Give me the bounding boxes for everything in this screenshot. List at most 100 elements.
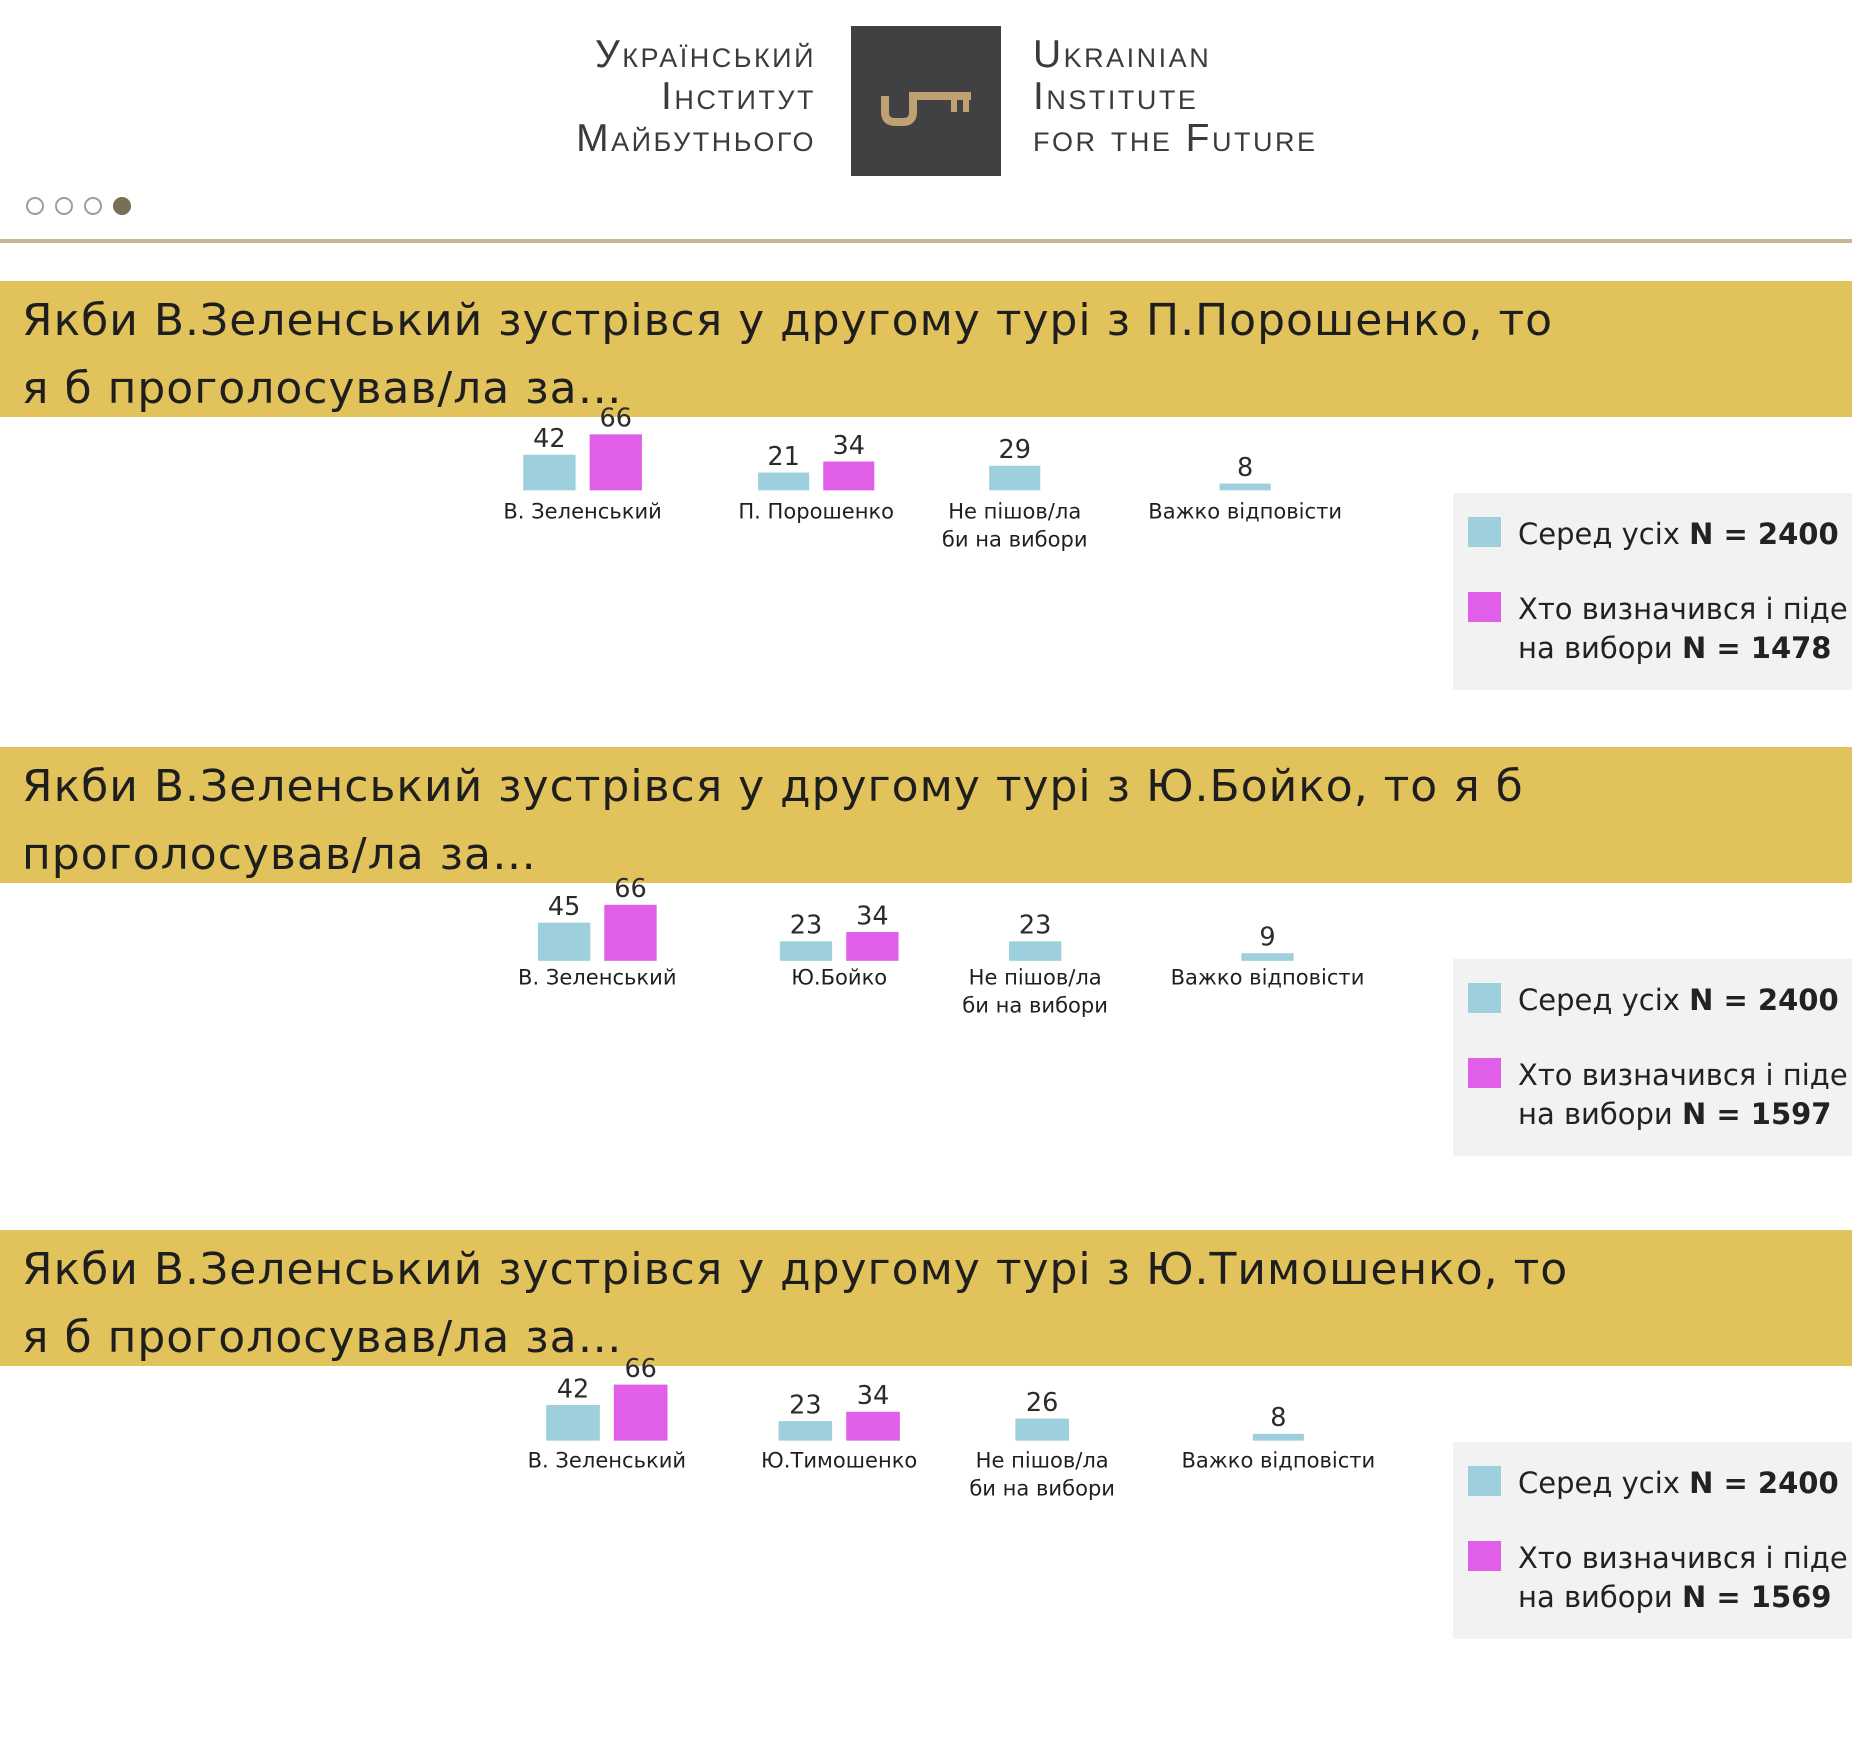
legend-item-decided: Хто визначився і піде на вибори N = 1597: [1468, 1056, 1848, 1134]
logo-uk-line-1: Український: [595, 33, 816, 76]
bar-decided: [823, 461, 875, 491]
data-label: 34: [833, 431, 865, 461]
bar-chart: 42 66 В. Зеленський 21 34 П. Порошенко 29 Не пі…: [503, 404, 1342, 552]
legend: Серед усіх N = 2400 Хто визначився і піде…: [1453, 1442, 1852, 1639]
data-label: 66: [614, 874, 646, 904]
legend-item-decided: Хто визначився і піде на вибори N = 1478: [1468, 590, 1848, 668]
chart-title: Якби В.Зеленський зустрівся у другому ту…: [22, 753, 1702, 889]
data-label: 8: [1237, 453, 1253, 483]
category-label: В. Зеленський: [528, 1447, 686, 1472]
bar-decided: [604, 904, 657, 961]
legend-label-all: Серед усіх N = 2400: [1518, 1466, 1839, 1500]
legend-swatch-all: [1468, 517, 1501, 547]
bar-chart: 45 66 В. Зеленський 23 34 Ю.Бойко 23 Не пішов/л…: [518, 874, 1365, 1018]
data-label: 8: [1270, 1403, 1286, 1433]
category-label: Не пішов/ла: [976, 1447, 1109, 1472]
legend: Серед усіх N = 2400 Хто визначився і піде…: [1453, 959, 1852, 1156]
data-label: 34: [856, 901, 888, 931]
chart-title-line: Якби В.Зеленський зустрівся у другому ту…: [22, 761, 1524, 812]
data-label: 9: [1259, 923, 1275, 953]
data-label: 23: [1019, 911, 1051, 941]
legend-item-all: Серед усіх N = 2400: [1468, 1464, 1839, 1503]
legend-item-all: Серед усіх N = 2400: [1468, 515, 1839, 554]
header-divider: [0, 239, 1852, 243]
data-label: 23: [789, 1390, 821, 1420]
pager-dot-4[interactable]: [113, 197, 131, 215]
bar-chart: 42 66 В. Зеленський 23 34 Ю.Тимошенко 26 Не піш…: [528, 1354, 1376, 1501]
question-banner: Якби В.Зеленський зустрівся у другому ту…: [0, 1230, 1852, 1366]
category-label: Не пішов/ла: [948, 498, 1081, 523]
chart-block-2: Якби В.Зеленський зустрівся у другому ту…: [0, 747, 1852, 1217]
chart-title-line: я б проголосував/ла за…: [22, 363, 623, 414]
chart-title-line: Якби В.Зеленський зустрівся у другому ту…: [22, 295, 1554, 346]
pager-dot-2[interactable]: [55, 197, 73, 215]
key-icon: [881, 92, 971, 126]
bar-decided: [846, 931, 899, 961]
logo-en-line-1: Ukrainian: [1033, 33, 1212, 76]
category-label: Важко відповісти: [1171, 964, 1365, 989]
bar-decided: [613, 1384, 668, 1441]
bar-all: [546, 1404, 600, 1441]
logo-mark: [851, 26, 1001, 176]
bar-decided: [846, 1411, 900, 1441]
category-label: би на вибори: [942, 527, 1088, 552]
chart-title-line: Якби В.Зеленський зустрівся у другому ту…: [22, 1244, 1569, 1295]
bar-all: [1015, 1418, 1069, 1441]
chart-title: Якби В.Зеленський зустрівся у другому ту…: [22, 1236, 1702, 1372]
data-label: 66: [624, 1354, 656, 1384]
legend-label-decided: Хто визначився і піде на вибори N = 1478: [1518, 592, 1848, 665]
category-label: В. Зеленський: [503, 498, 661, 523]
logo-text-ukrainian: Український Інститут Майбутнього: [520, 34, 816, 160]
bar-all: [778, 1421, 833, 1441]
category-label: Ю.Бойко: [791, 964, 887, 989]
logo-uk-line-3: Майбутнього: [576, 117, 816, 160]
pager-dot-3[interactable]: [84, 197, 102, 215]
data-label: 42: [533, 424, 565, 454]
bar-all: [1219, 483, 1271, 491]
category-label: би на вибори: [962, 993, 1108, 1018]
data-label: 23: [790, 911, 822, 941]
legend-label-decided: Хто визначився і піде на вибори N = 1597: [1518, 1058, 1848, 1131]
bar-decided: [589, 434, 642, 491]
bar-all: [537, 922, 591, 961]
category-label: П. Порошенко: [738, 498, 894, 523]
legend-swatch-decided: [1468, 1541, 1501, 1571]
data-label: 42: [557, 1374, 589, 1404]
slide-pager: [26, 197, 131, 215]
legend-swatch-all: [1468, 1466, 1501, 1496]
logo-uk-line-2: Інститут: [661, 75, 816, 118]
logo-en-line-2: Institute: [1033, 75, 1199, 118]
legend-label-all: Серед усіх N = 2400: [1518, 983, 1839, 1017]
bar-all: [1008, 941, 1062, 961]
legend-swatch-all: [1468, 983, 1501, 1013]
category-label: Ю.Тимошенко: [761, 1447, 917, 1472]
bar-all: [779, 941, 833, 961]
category-label: би на вибори: [969, 1476, 1115, 1501]
pager-dot-1[interactable]: [26, 197, 44, 215]
bar-all: [1252, 1433, 1304, 1441]
chart-title-line: проголосував/ла за…: [22, 829, 538, 880]
chart-title: Якби В.Зеленський зустрівся у другому ту…: [22, 287, 1702, 423]
chart-block-3: Якби В.Зеленський зустрівся у другому ту…: [0, 1230, 1852, 1700]
chart-block-1: Якби В.Зеленський зустрівся у другому ту…: [0, 281, 1852, 751]
legend-swatch-decided: [1468, 592, 1501, 622]
category-label: В. Зеленський: [518, 964, 676, 989]
data-label: 21: [767, 442, 799, 472]
question-banner: Якби В.Зеленський зустрівся у другому ту…: [0, 281, 1852, 417]
bar-all: [989, 465, 1041, 491]
category-label: Не пішов/ла: [969, 964, 1102, 989]
legend-label-all: Серед усіх N = 2400: [1518, 517, 1839, 551]
question-banner: Якби В.Зеленський зустрівся у другому ту…: [0, 747, 1852, 883]
header: Український Інститут Майбутнього Ukraini…: [0, 0, 1852, 245]
data-label: 26: [1026, 1388, 1058, 1418]
logo-text-english: Ukrainian Institute for the Future: [1033, 34, 1433, 160]
category-label: Важко відповісти: [1148, 498, 1342, 523]
chart-title-line: я б проголосував/ла за…: [22, 1312, 623, 1363]
bar-all: [1241, 953, 1294, 961]
legend-label-decided: Хто визначився і піде на вибори N = 1569: [1518, 1541, 1848, 1614]
legend-item-all: Серед усіх N = 2400: [1468, 981, 1839, 1020]
category-label: Важко відповісти: [1181, 1447, 1375, 1472]
logo-en-line-3: for the Future: [1033, 117, 1318, 160]
data-label: 45: [548, 892, 580, 922]
bar-all: [523, 454, 576, 491]
